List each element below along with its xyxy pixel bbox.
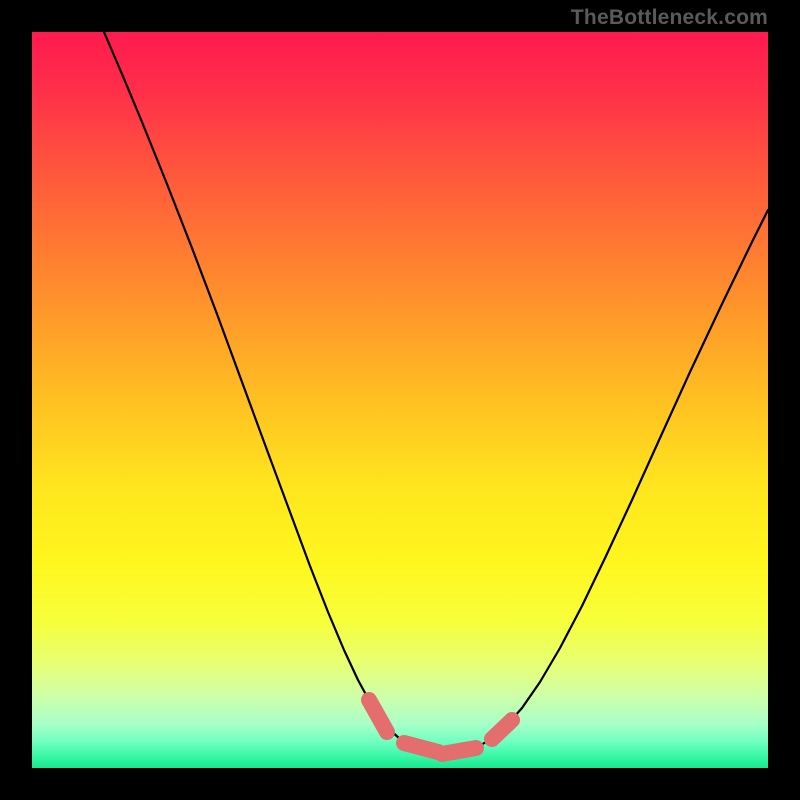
highlight-marker xyxy=(404,743,438,752)
watermark-label: TheBottleneck.com xyxy=(571,6,768,30)
highlight-marker xyxy=(369,700,387,732)
plot-area xyxy=(32,32,768,768)
chart-frame: TheBottleneck.com xyxy=(0,0,800,800)
curve-layer xyxy=(32,32,768,768)
bottleneck-curve xyxy=(104,32,768,754)
highlight-marker xyxy=(492,720,512,739)
highlight-marker xyxy=(442,748,476,754)
